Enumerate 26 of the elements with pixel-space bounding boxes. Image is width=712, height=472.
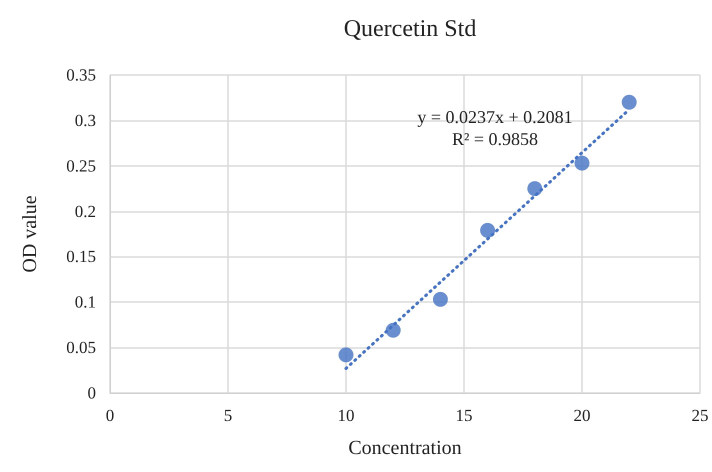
- point: [622, 94, 637, 110]
- x-tick-label: 15: [456, 406, 472, 425]
- y-tick-label: 0.25: [66, 156, 96, 176]
- y-tick-label: 0.05: [66, 338, 96, 358]
- x-tick-label: 20: [574, 406, 590, 425]
- y-tick-label: 0.35: [66, 66, 96, 84]
- y-tick-label: 0.2: [74, 202, 96, 221]
- y-tick-label: 0.3: [74, 110, 96, 130]
- point: [574, 156, 590, 171]
- annotation: y = 0.0237x + 0.2081: [417, 107, 573, 127]
- y-tick-label: 0.1: [74, 292, 96, 312]
- annotation: R² = 0.9858: [452, 129, 538, 149]
- x-tick-label: 10: [338, 406, 354, 425]
- y-axis-title: OD value: [19, 195, 41, 273]
- point: [338, 347, 354, 362]
- x-tick-label: 25: [692, 406, 708, 425]
- x-tick-label: 5: [224, 406, 232, 425]
- y-tick-label: 0.15: [66, 247, 96, 266]
- y-tick-label: 0: [88, 384, 96, 402]
- point: [386, 322, 401, 338]
- x-tick-label: 0: [106, 406, 114, 425]
- point: [432, 292, 448, 307]
- point: [480, 222, 496, 238]
- chart-title: Quercetin Std: [344, 16, 476, 42]
- point: [527, 181, 542, 196]
- x-axis-title: Concentration: [348, 437, 462, 459]
